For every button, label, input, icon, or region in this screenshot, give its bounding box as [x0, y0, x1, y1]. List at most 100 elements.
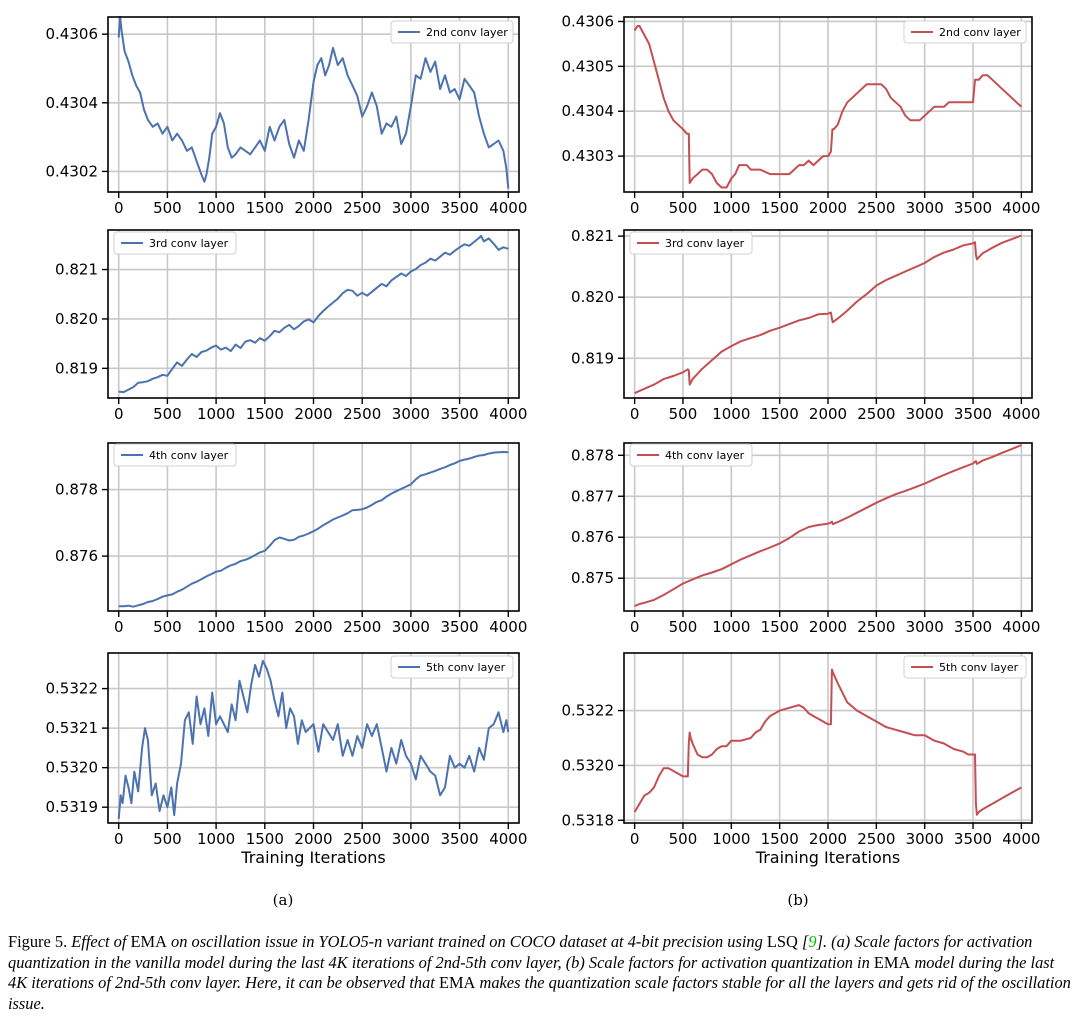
x-tick-label: 4000 — [489, 199, 527, 217]
legend-label: 3rd conv layer — [665, 237, 745, 250]
y-tick-label: 0.821 — [571, 227, 614, 245]
caption-text-3: (a) Scale factors for activation quantiz… — [8, 932, 1033, 972]
x-tick-label: 3000 — [392, 830, 430, 848]
y-tick-label: 0.4305 — [562, 57, 615, 75]
x-tick-label: 2500 — [343, 830, 381, 848]
x-tick-label: 1500 — [761, 405, 799, 423]
caption-lsq: LSQ — [766, 932, 798, 951]
y-tick-label: 0.877 — [571, 487, 614, 505]
x-tick-label: 4000 — [489, 830, 527, 848]
caption-cite-number[interactable]: 9 — [808, 932, 817, 951]
series-line-r5b — [633, 668, 1022, 816]
x-tick-label: 3500 — [440, 830, 478, 848]
x-tick-label: 2000 — [809, 618, 847, 636]
x-tick-label: 2500 — [857, 618, 895, 636]
x-tick-label: 2500 — [857, 405, 895, 423]
x-tick-label: 1000 — [197, 199, 235, 217]
legend-r5a: 5th conv layer — [390, 655, 514, 679]
x-tick-label: 3000 — [906, 405, 944, 423]
legend-label: 4th conv layer — [149, 449, 229, 462]
y-tick-label: 0.875 — [571, 569, 614, 587]
caption-open-bracket: [ — [801, 932, 809, 951]
series-line-r4a — [118, 451, 509, 608]
x-tick-label: 1000 — [712, 199, 750, 217]
legend-r5b: 5th conv layer — [903, 655, 1027, 679]
x-tick-label: 1000 — [712, 405, 750, 423]
legend-box — [390, 655, 514, 679]
x-tick-label: 4000 — [489, 405, 527, 423]
y-tick-label: 0.876 — [55, 547, 98, 565]
plot-r2b: 0 500 1000 1500 2000 2500 3000 3500 4000 0.4303 0.… — [562, 12, 1041, 217]
x-tick-label: 1500 — [246, 618, 284, 636]
x-tick-label: 3500 — [954, 618, 992, 636]
y-tick-label: 0.876 — [571, 528, 614, 546]
caption-cite[interactable]: [9]. — [802, 932, 827, 951]
x-tick-label: 1000 — [197, 405, 235, 423]
legend-box — [113, 231, 237, 255]
legend-label: 4th conv layer — [665, 449, 745, 462]
caption-text-2: on oscillation issue in YOLO5-n variant … — [171, 932, 763, 951]
y-tick-label: 0.878 — [571, 446, 614, 464]
legend-label: 3rd conv layer — [149, 237, 229, 250]
plot-r4a: 0 500 1000 1500 2000 2500 3000 3500 4000 0.876 0.8… — [55, 442, 527, 636]
x-axis-title: Training Iterations — [240, 848, 385, 867]
legend-r4a: 4th conv layer — [113, 443, 237, 467]
x-tick-label: 3000 — [392, 199, 430, 217]
x-tick-label: 4000 — [1002, 199, 1040, 217]
x-tick-label: 500 — [669, 405, 698, 423]
x-tick-label: 4000 — [1002, 405, 1040, 423]
x-tick-label: 1500 — [246, 830, 284, 848]
panel-label-b: (b) — [787, 891, 808, 909]
caption-text-1: Effect of — [71, 932, 127, 951]
x-tick-label: 1000 — [197, 618, 235, 636]
x-tick-label: 0 — [114, 830, 124, 848]
x-tick-label: 1500 — [761, 830, 799, 848]
x-tick-label: 0 — [630, 405, 640, 423]
legend-label: 2nd conv layer — [939, 26, 1021, 39]
x-tick-label: 2000 — [294, 618, 332, 636]
x-tick-label: 3500 — [954, 199, 992, 217]
x-tick-label: 2500 — [857, 199, 895, 217]
x-tick-label: 0 — [630, 199, 640, 217]
panel-label-a: (a) — [273, 891, 294, 909]
x-tick-label: 500 — [153, 830, 182, 848]
x-tick-label: 0 — [630, 618, 640, 636]
caption-ema-2: EMA — [873, 952, 911, 972]
x-tick-label: 4000 — [1002, 618, 1040, 636]
legend-box — [629, 443, 753, 467]
x-tick-label: 2000 — [294, 830, 332, 848]
x-tick-label: 2000 — [809, 199, 847, 217]
series-line-r2b — [633, 25, 1023, 189]
x-tick-label: 2000 — [294, 405, 332, 423]
series-line-r3b — [634, 234, 1022, 395]
x-tick-label: 1000 — [712, 830, 750, 848]
legend-label: 5th conv layer — [426, 661, 506, 674]
x-tick-label: 500 — [153, 618, 182, 636]
legend-box — [390, 20, 514, 44]
x-axis-title: Training Iterations — [755, 848, 900, 867]
y-tick-label: 0.5321 — [46, 719, 99, 737]
legend-label: 5th conv layer — [939, 661, 1019, 674]
y-tick-label: 0.821 — [55, 261, 98, 279]
x-tick-label: 500 — [153, 199, 182, 217]
x-tick-label: 1500 — [246, 405, 284, 423]
y-tick-label: 0.819 — [571, 349, 614, 367]
y-tick-label: 0.5320 — [46, 759, 99, 777]
plot-r3b: 0 500 1000 1500 2000 2500 3000 3500 4000 0.819 0.8… — [571, 227, 1040, 423]
x-tick-label: 3500 — [440, 199, 478, 217]
x-tick-label: 2000 — [294, 199, 332, 217]
y-tick-label: 0.5318 — [562, 811, 615, 829]
y-tick-label: 0.5320 — [562, 756, 615, 774]
plot-r4b: 0 500 1000 1500 2000 2500 3000 3500 4000 0.875 0.8… — [571, 442, 1040, 636]
x-tick-label: 3000 — [906, 199, 944, 217]
x-tick-label: 1500 — [246, 199, 284, 217]
x-tick-label: 3000 — [906, 830, 944, 848]
x-tick-label: 3000 — [906, 618, 944, 636]
figure-canvas: (a) (b) 0 500 1000 1500 2000 2500 3000 3500 4000… — [46, 12, 1041, 909]
x-tick-label: 2500 — [343, 618, 381, 636]
caption-ema-3: EMA — [438, 973, 476, 992]
legend-r3a: 3rd conv layer — [113, 231, 237, 255]
y-tick-label: 0.4303 — [562, 147, 615, 165]
caption-ema-1: EMA — [130, 932, 167, 951]
y-tick-label: 0.4304 — [46, 94, 99, 112]
